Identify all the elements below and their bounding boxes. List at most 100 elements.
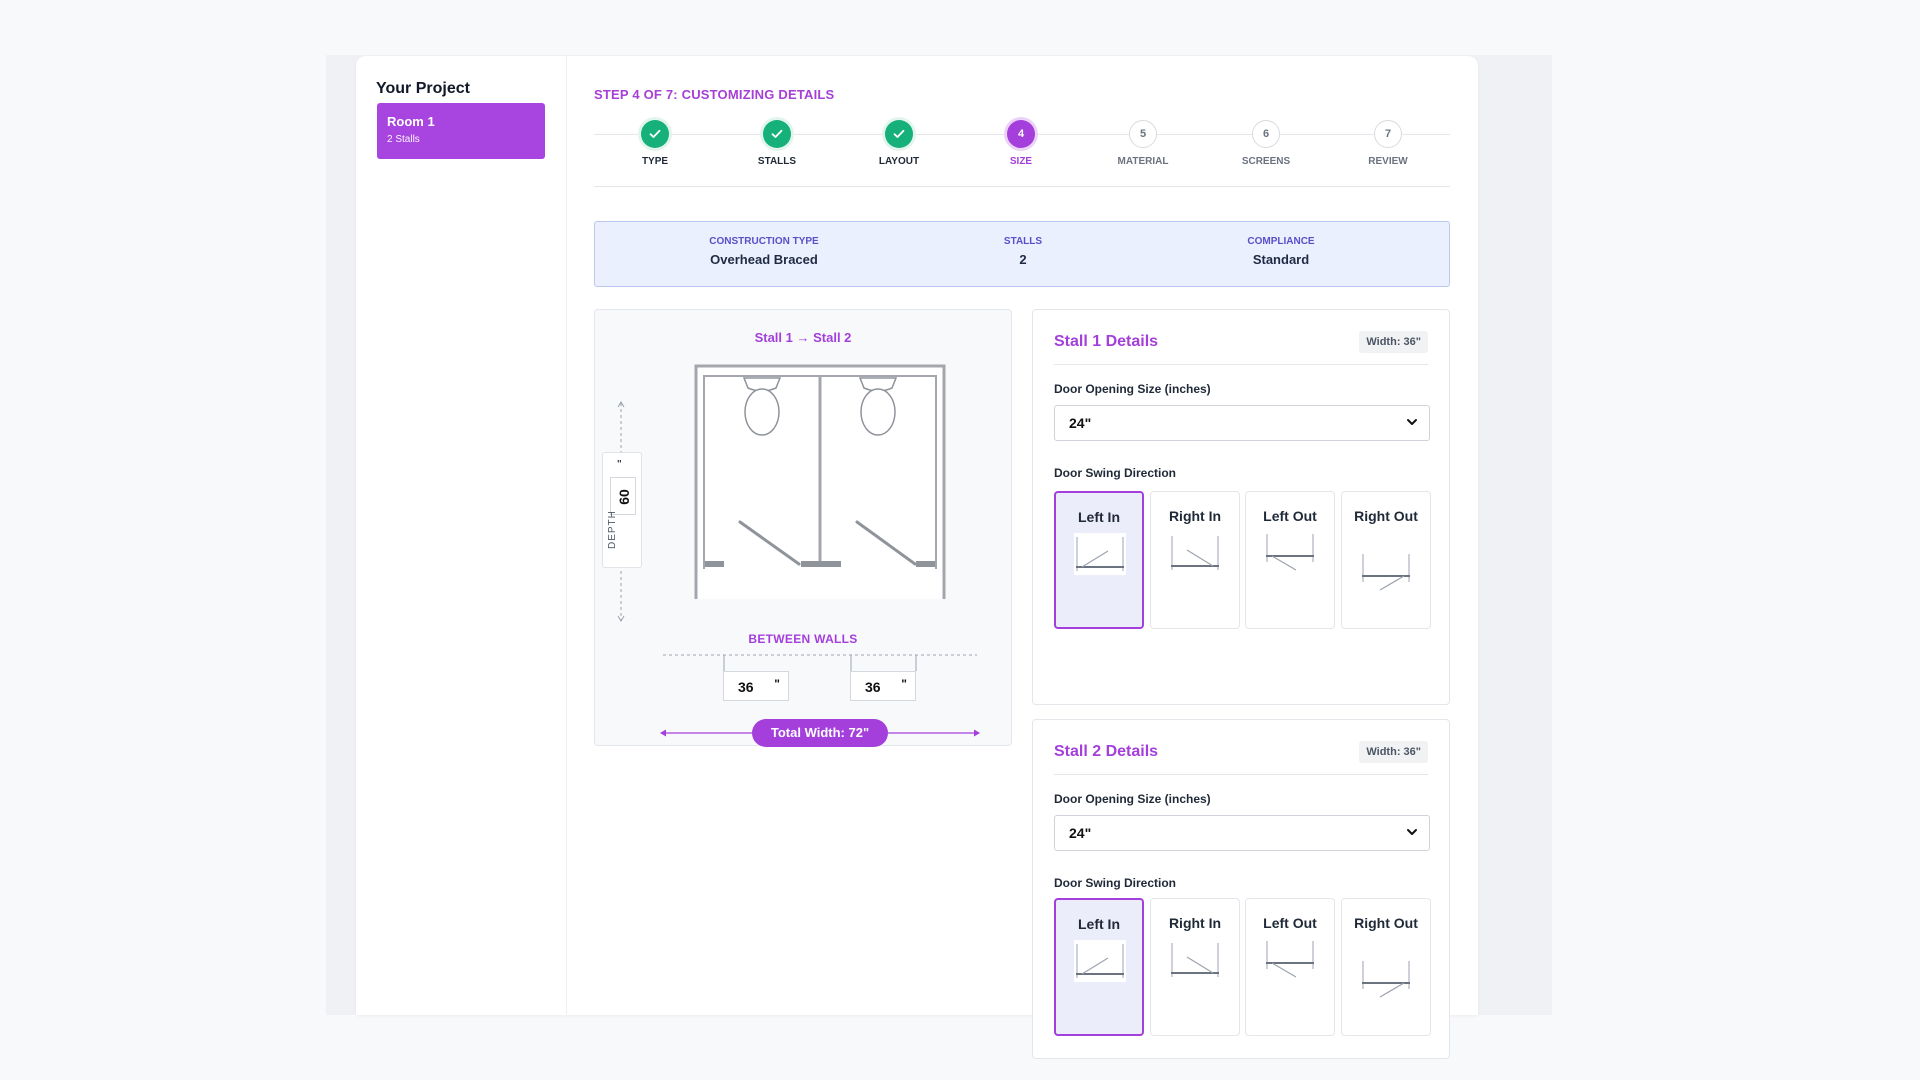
swing-label: Left In: [1078, 916, 1120, 932]
step-review[interactable]: 7 REVIEW: [1348, 120, 1428, 167]
room-stall-count: 2 Stalls: [387, 134, 420, 145]
step-number: 6: [1252, 120, 1280, 148]
step-number: 5: [1129, 120, 1157, 148]
check-icon: [763, 120, 791, 148]
door-swing-right-out-icon: [1362, 961, 1410, 998]
depth-input[interactable]: 60: [610, 477, 636, 515]
door-opening-select[interactable]: 24": [1054, 405, 1430, 441]
depth-label: DEPTH: [607, 510, 618, 549]
pilaster: [705, 561, 724, 567]
select-value: 24": [1069, 415, 1092, 431]
main-content: STEP 4 OF 7: CUSTOMIZING DETAILS TYPE ST…: [594, 56, 1450, 1059]
pilaster: [801, 561, 841, 567]
toilet-icon: [858, 377, 898, 436]
stall-title: Stall 2 Details: [1054, 743, 1159, 760]
swing-label: Left In: [1078, 509, 1120, 525]
door-swing-right-out-icon: [1362, 554, 1410, 591]
depth-arrow-top: [617, 401, 625, 408]
step-size[interactable]: 4 SIZE: [981, 120, 1061, 167]
depth-unit: ": [617, 459, 622, 470]
stall-1-width-input[interactable]: 36 ": [723, 671, 789, 701]
width-badge: Width: 36": [1359, 331, 1428, 353]
swing-option-right-in[interactable]: Right In: [1150, 898, 1240, 1036]
swing-option-left-in[interactable]: Left In: [1054, 898, 1144, 1036]
swing-label: Right Out: [1354, 915, 1418, 931]
step-material[interactable]: 5 MATERIAL: [1103, 120, 1183, 167]
project-sidebar: Your Project Room 1 2 Stalls: [356, 56, 567, 1015]
step-label: TYPE: [641, 156, 669, 167]
width-value: 36: [738, 679, 754, 695]
door-swing-right-in-icon: [1171, 943, 1219, 977]
width-badge: Width: 36": [1359, 741, 1428, 763]
swing-option-left-in[interactable]: Left In: [1054, 491, 1144, 629]
step-stalls[interactable]: STALLS: [737, 120, 817, 167]
door-stall-1: [738, 520, 801, 566]
door-swing-left-in-icon: [1074, 533, 1126, 575]
step-label: SIZE: [1009, 156, 1033, 167]
door-opening-label: Door Opening Size (inches): [1054, 792, 1211, 806]
width-value: 36: [865, 679, 881, 695]
sidebar-item-room-1[interactable]: Room 1 2 Stalls: [377, 103, 545, 159]
project-summary: CONSTRUCTION TYPE Overhead Braced STALLS…: [594, 221, 1450, 287]
door-swing-left-out-icon: [1266, 941, 1314, 978]
swing-label: Right In: [1168, 508, 1222, 524]
swing-option-left-out[interactable]: Left Out: [1245, 491, 1335, 629]
layout-diagram-panel: Stall 1 → Stall 2: [594, 309, 1012, 747]
sidebar-title: Your Project: [376, 80, 470, 97]
step-number: 4: [1007, 120, 1035, 148]
swing-label: Left Out: [1263, 508, 1317, 524]
swing-label: Left Out: [1263, 915, 1317, 931]
door-swing-left-out-icon: [1266, 534, 1314, 571]
door-swing-label: Door Swing Direction: [1054, 876, 1177, 890]
step-label: SCREENS: [1241, 156, 1291, 167]
summary-compliance: COMPLIANCE Standard: [1171, 236, 1391, 267]
stall-2-width-input[interactable]: 36 ": [850, 671, 916, 701]
width-unit: ": [901, 677, 907, 691]
back-wall: [694, 364, 946, 599]
swing-option-right-out[interactable]: Right Out: [1341, 491, 1431, 629]
summary-label: COMPLIANCE: [1247, 236, 1315, 247]
check-icon: [885, 120, 913, 148]
step-screens[interactable]: 6 SCREENS: [1226, 120, 1306, 167]
swing-label: Right Out: [1354, 508, 1418, 524]
door-stall-2: [855, 520, 917, 566]
stall-layout-diagram: [617, 364, 980, 737]
width-unit: ": [774, 677, 780, 691]
room-name: Room 1: [387, 114, 435, 129]
swing-option-right-in[interactable]: Right In: [1150, 491, 1240, 629]
summary-value: 2: [1019, 252, 1027, 267]
summary-value: Overhead Braced: [710, 252, 818, 267]
step-label: LAYOUT: [878, 156, 920, 167]
stall-1-details-card: Stall 1 Details Width: 36" Door Opening …: [1032, 309, 1450, 705]
divider: [594, 186, 1450, 187]
depth-arrow-bottom: [617, 615, 625, 622]
step-label: STALLS: [757, 156, 797, 167]
step-type[interactable]: TYPE: [615, 120, 695, 167]
select-value: 24": [1069, 825, 1092, 841]
pilaster: [916, 561, 935, 567]
swing-option-right-out[interactable]: Right Out: [1341, 898, 1431, 1036]
divider: [1054, 364, 1428, 365]
door-swing-left-in-icon: [1074, 940, 1126, 982]
swing-label: Right In: [1168, 915, 1222, 931]
door-opening-select[interactable]: 24": [1054, 815, 1430, 851]
step-layout[interactable]: LAYOUT: [859, 120, 939, 167]
divider: [1054, 774, 1428, 775]
step-label: MATERIAL: [1117, 156, 1169, 167]
swing-option-left-out[interactable]: Left Out: [1245, 898, 1335, 1036]
summary-label: STALLS: [1003, 236, 1043, 247]
check-icon: [641, 120, 669, 148]
step-label: REVIEW: [1368, 156, 1408, 167]
wizard-stepper: TYPE STALLS LAYOUT 4 SIZE 5 MATERIAL: [594, 120, 1450, 182]
app-card: Your Project Room 1 2 Stalls STEP 4 OF 7…: [356, 56, 1478, 1059]
total-width-badge: Total Width: 72": [752, 719, 888, 747]
step-number: 7: [1374, 120, 1402, 148]
depth-control: " 60 DEPTH: [602, 452, 642, 568]
chevron-down-icon: [1407, 829, 1417, 835]
door-opening-label: Door Opening Size (inches): [1054, 382, 1211, 396]
summary-value: Standard: [1252, 252, 1310, 267]
summary-label: CONSTRUCTION TYPE: [709, 236, 819, 247]
between-walls-label: BETWEEN WALLS: [748, 632, 858, 646]
chevron-down-icon: [1407, 419, 1417, 425]
summary-construction: CONSTRUCTION TYPE Overhead Braced: [654, 236, 874, 267]
